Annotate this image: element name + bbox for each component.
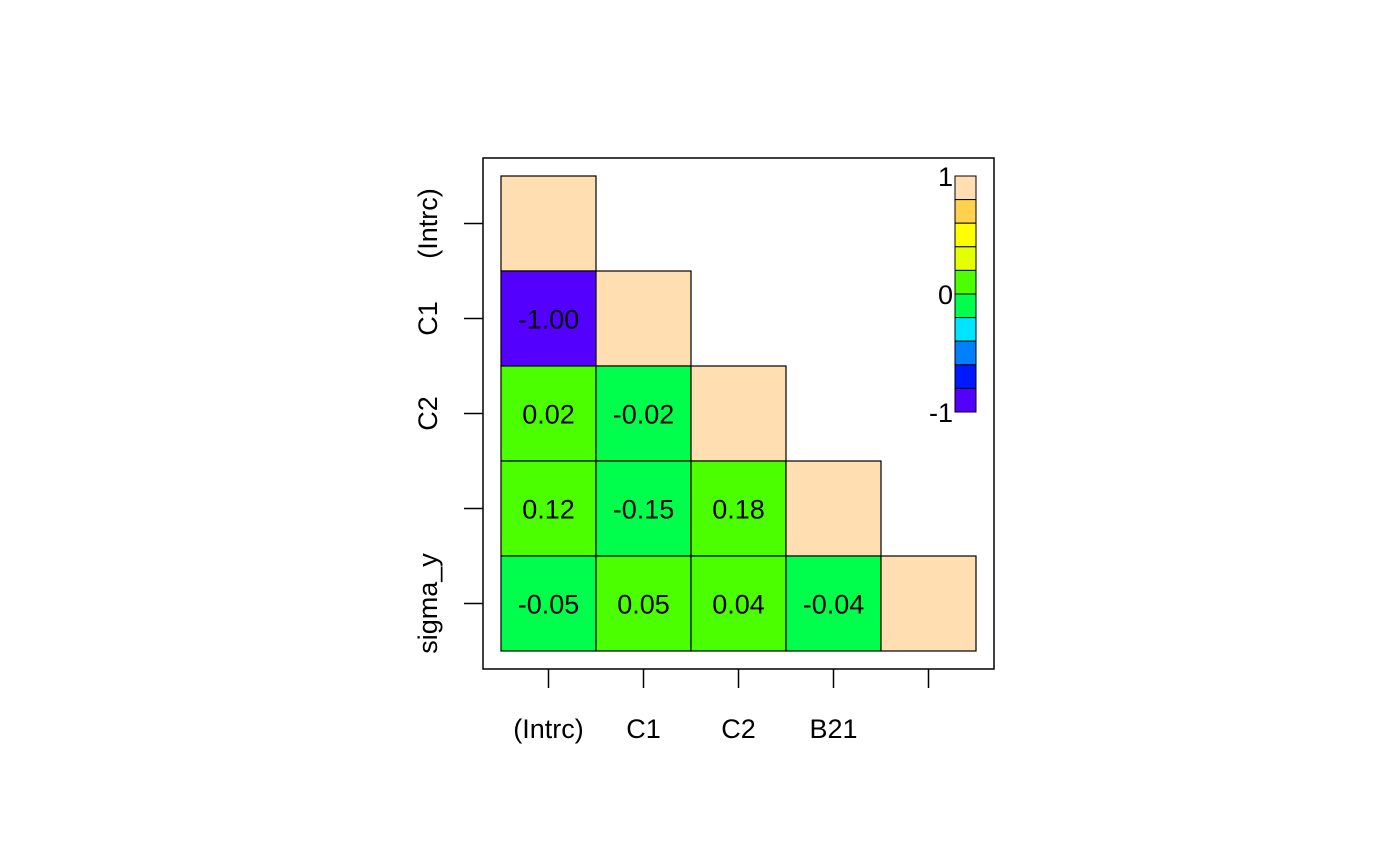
heatmap-cell bbox=[690, 460, 787, 557]
cell-value-label: -0.05 bbox=[518, 590, 580, 620]
y-tick-label: sigma_y bbox=[413, 553, 443, 654]
legend-tick-label: 0 bbox=[938, 280, 953, 310]
x-tick-label: C2 bbox=[721, 714, 756, 744]
x-tick-label: C1 bbox=[626, 714, 661, 744]
legend-tick-label: 1 bbox=[938, 162, 953, 192]
heatmap-cell bbox=[785, 460, 882, 557]
heatmap-cell bbox=[785, 555, 882, 652]
heatmap-cell bbox=[690, 365, 787, 462]
x-tick-label: (Intrc) bbox=[513, 714, 584, 744]
heatmap-cell bbox=[500, 555, 597, 652]
cell-value-label: 0.02 bbox=[522, 400, 575, 430]
legend-swatch bbox=[954, 175, 977, 201]
legend-swatch bbox=[954, 364, 977, 389]
x-tick-label: B21 bbox=[809, 714, 857, 744]
y-axis: (Intrc) C1 C2 sigma_y bbox=[413, 188, 483, 654]
legend-swatch bbox=[954, 269, 977, 295]
cell-value-label: 0.04 bbox=[712, 590, 765, 620]
cell-value-label: 0.18 bbox=[712, 495, 765, 525]
cell-value-label: -1.00 bbox=[518, 305, 580, 335]
heatmap-cells: -1.00 0.02 -0.02 0.12 -0.15 0.18 -0.05 0.05 0.04… bbox=[500, 175, 977, 652]
cell-value-label: -0.15 bbox=[613, 495, 675, 525]
legend-swatch bbox=[954, 340, 977, 366]
legend-swatch bbox=[954, 199, 977, 224]
heatmap-cell bbox=[500, 460, 597, 557]
y-tick-label: C1 bbox=[413, 301, 443, 336]
legend-tick-label: -1 bbox=[929, 398, 953, 428]
cell-value-label: 0.05 bbox=[617, 590, 670, 620]
cell-value-label: -0.04 bbox=[803, 590, 865, 620]
legend-swatch bbox=[954, 317, 977, 342]
x-axis: (Intrc) C1 C2 B21 bbox=[513, 669, 930, 744]
heatmap-cell bbox=[595, 555, 692, 652]
cell-value-label: -0.02 bbox=[613, 400, 675, 430]
heatmap-cell bbox=[595, 270, 692, 367]
heatmap-cell bbox=[880, 555, 977, 652]
heatmap-cell bbox=[500, 175, 597, 272]
cell-value-label: 0.12 bbox=[522, 495, 575, 525]
heatmap-cell bbox=[690, 555, 787, 652]
legend-swatch bbox=[954, 387, 977, 413]
color-legend: 1 0 -1 bbox=[929, 162, 977, 428]
legend-swatch bbox=[954, 293, 977, 319]
y-tick-label: C2 bbox=[413, 396, 443, 431]
legend-swatch bbox=[954, 222, 977, 248]
heatmap-cell bbox=[500, 365, 597, 462]
y-tick-label: (Intrc) bbox=[413, 188, 443, 259]
legend-swatch bbox=[954, 246, 977, 271]
